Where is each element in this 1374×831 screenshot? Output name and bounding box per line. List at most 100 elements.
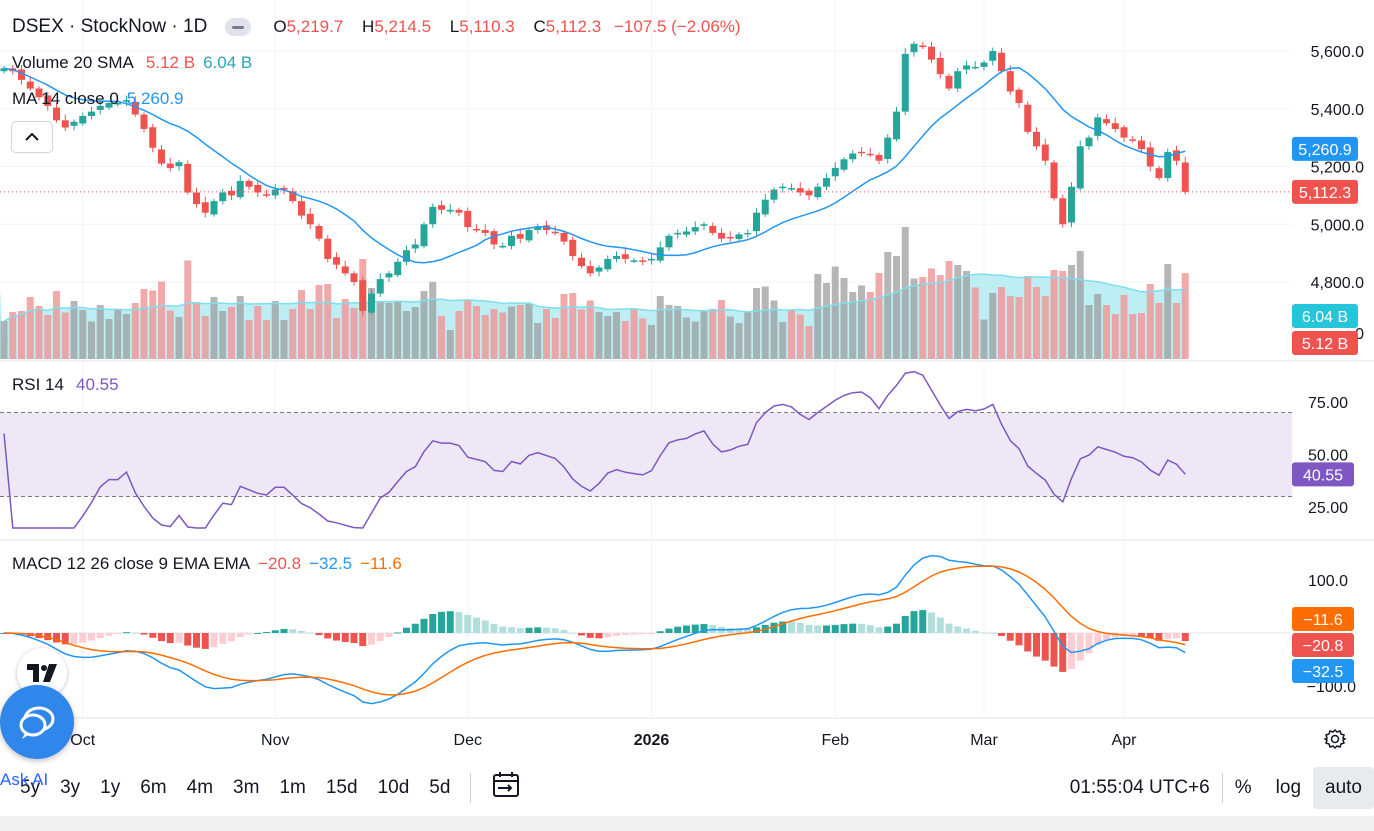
candle-body [35,88,43,98]
auto-toggle[interactable]: auto [1313,767,1374,809]
candle-body [726,236,734,239]
volume-bar [998,287,1005,359]
candle-body [919,45,927,48]
volume-bar [1155,303,1163,359]
symbol-title[interactable]: DSEX · StockNow · 1D [12,16,208,37]
volume-bar [639,318,647,359]
rsi-legend[interactable]: RSI 14 40.55 [12,375,119,395]
macd-histogram-bar [254,632,262,634]
candle-body [1164,152,1172,179]
macd-histogram-bar [140,633,148,635]
candle-body [551,231,559,234]
timeframe-1m[interactable]: 1m [279,777,306,798]
macd-histogram-bar [831,624,839,633]
candle-body [385,273,393,278]
candle-body [1129,139,1137,141]
volume-legend[interactable]: Volume 20 SMA 5.12 B 6.04 B [12,53,252,73]
volume-bar [79,310,87,359]
macd-histogram-bar [735,628,743,633]
macd-signal-value: −11.6 [360,554,402,573]
candle-body [578,257,585,267]
log-toggle[interactable]: log [1275,777,1302,798]
settings-icon[interactable] [1323,727,1347,751]
volume-bar [1085,305,1093,359]
volume-legend-label: Volume 20 SMA [12,53,134,72]
volume-bar [656,296,664,359]
macd-histogram-bar [954,626,962,633]
macd-histogram-bar [621,633,629,636]
timeframe-5y[interactable]: 5y [20,777,41,798]
candle-body [866,153,874,156]
timeframe-3y[interactable]: 3y [60,777,81,798]
volume-bar [508,306,515,359]
candle-body [770,189,778,200]
time-axis-label: Nov [261,732,289,749]
candle-body [228,190,235,196]
candle-body [1015,89,1023,103]
volume-bar [1050,270,1058,359]
macd-legend[interactable]: MACD 12 26 close 9 EMA EMA −20.8 −32.5 −… [12,554,402,574]
volume-bar [884,252,892,359]
candle-body [1033,131,1040,147]
ma-legend[interactable]: MA 14 close 0 5,260.9 [12,89,184,109]
macd-histogram-bar [438,611,445,633]
hide-legend-toggle[interactable] [225,18,252,36]
timeframe-15d[interactable]: 15d [325,777,358,798]
macd-histogram-bar [639,633,647,635]
last-price-tag: 5,112.3 [1292,179,1358,204]
volume-bar [744,311,752,359]
volume-bar [989,293,997,359]
macd-histogram-bar [315,633,323,636]
macd-histogram-bar [1129,633,1137,636]
last-price-tag-text: 5,112.3 [1299,185,1351,202]
macd-histogram-bar [333,633,340,641]
macd-histogram-bar [368,633,375,645]
ask-ai-label[interactable]: Ask AI [0,770,49,789]
timeframe-3m[interactable]: 3m [233,777,260,798]
macd-histogram-bar [1050,633,1058,667]
timeframe-4m[interactable]: 4m [186,777,214,798]
timeframe-6m[interactable]: 6m [140,777,167,798]
percent-toggle[interactable]: % [1234,777,1252,798]
candle-body [26,81,34,89]
candle-body [674,232,682,235]
volume-bar [770,300,778,359]
collapse-legend-button[interactable] [11,121,53,153]
candle-body [604,258,612,270]
macd-histogram-bar [1068,633,1075,670]
chat-button[interactable] [0,685,74,759]
candle-body [245,180,253,187]
volume-bar [411,307,419,359]
macd-histogram-bar [1006,633,1014,641]
macd-histogram-bar [1076,633,1084,661]
ma-line [3,67,1186,264]
macd-tick-label: 100.0 [1308,573,1348,590]
volume-bar [376,302,384,359]
timeframe-5d[interactable]: 5d [429,777,451,798]
candle-body [569,239,577,257]
volume-bar [245,320,253,359]
volume-bar [499,312,507,359]
timeframe-10d[interactable]: 10d [377,777,410,798]
macd-histogram-bar [158,633,165,642]
candle-body [18,69,25,80]
chart-canvas[interactable]: 5,600.0 5,400.0 5,200.0 5,000.0 4,800.0 0 5,26… [0,0,1374,760]
volume-bar [140,289,148,359]
candle-body [306,213,314,225]
macd-histogram-bar [770,622,778,633]
candle-body [140,114,148,129]
macd-histogram-bar [263,631,270,633]
clock[interactable]: 01:55:04 UTC+6 [1069,777,1210,798]
candle-body [691,227,699,232]
volume-bar [604,316,612,359]
timeframe-1y[interactable]: 1y [100,777,121,798]
candle-body [884,137,892,159]
volume-bar [1129,314,1137,359]
date-range-button[interactable] [481,771,531,805]
volume-bar [455,311,463,359]
macd-histogram-bar [919,610,927,633]
macd-histogram-bar [656,631,664,633]
macd-line-tag: −32.5 [1292,659,1354,683]
candle-body [175,162,183,167]
macd-histogram-bar [324,633,332,639]
